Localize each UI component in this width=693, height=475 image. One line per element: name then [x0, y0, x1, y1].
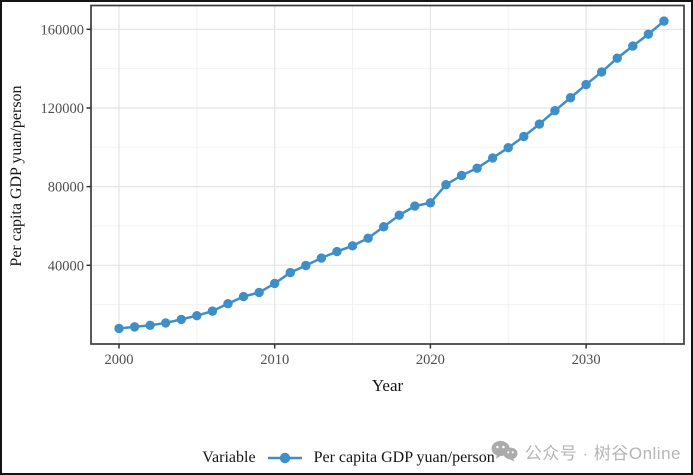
y-tick-label: 160000 [41, 22, 85, 38]
data-point [176, 314, 186, 325]
data-point [519, 131, 529, 142]
data-point [659, 16, 669, 26]
data-point [394, 210, 404, 220]
data-point [534, 119, 545, 129]
data-point [378, 222, 389, 232]
panel-border [90, 4, 685, 345]
data-point [550, 106, 560, 116]
data-point [487, 153, 498, 163]
legend-title: Variable [202, 449, 256, 466]
data-point [347, 241, 358, 251]
data-point [223, 298, 233, 309]
data-point [332, 246, 342, 257]
legend-key-line-point-icon [267, 450, 303, 466]
legend-entry-label: Per capita GDP yuan/person [313, 449, 495, 466]
data-point [129, 322, 140, 332]
x-tick-label: 2020 [416, 352, 445, 368]
data-point [316, 253, 327, 263]
data-point [643, 29, 654, 39]
x-tick-label: 2010 [260, 352, 289, 368]
data-point [114, 323, 124, 334]
data-point [238, 291, 249, 302]
data-point [503, 142, 513, 153]
data-point [565, 93, 576, 103]
data-point [612, 53, 622, 63]
data-point [441, 179, 451, 190]
data-point [581, 79, 591, 90]
data-point [192, 310, 202, 321]
data-point [254, 287, 264, 298]
data-point [301, 260, 311, 271]
data-point [270, 278, 280, 289]
y-tick-label: 120000 [41, 101, 85, 117]
data-point [596, 67, 607, 77]
series-line [118, 20, 665, 330]
data-point [410, 201, 420, 211]
y-axis-title: Per capita GDP yuan/person [8, 85, 25, 267]
data-point [145, 320, 155, 330]
data-point [207, 306, 218, 316]
data-point [472, 163, 482, 173]
data-point [628, 41, 638, 51]
y-tick-label: 80000 [48, 180, 84, 196]
x-axis-title: Year [371, 376, 404, 395]
data-point [161, 318, 171, 328]
data-point [425, 198, 436, 208]
data-point [363, 233, 373, 243]
y-tick-label: 40000 [48, 258, 84, 274]
data-point [456, 170, 467, 181]
data-point [285, 267, 295, 278]
legend: Variable Per capita GDP yuan/person [2, 445, 691, 471]
x-tick-label: 2000 [105, 352, 134, 368]
x-tick-label: 2030 [572, 352, 601, 368]
